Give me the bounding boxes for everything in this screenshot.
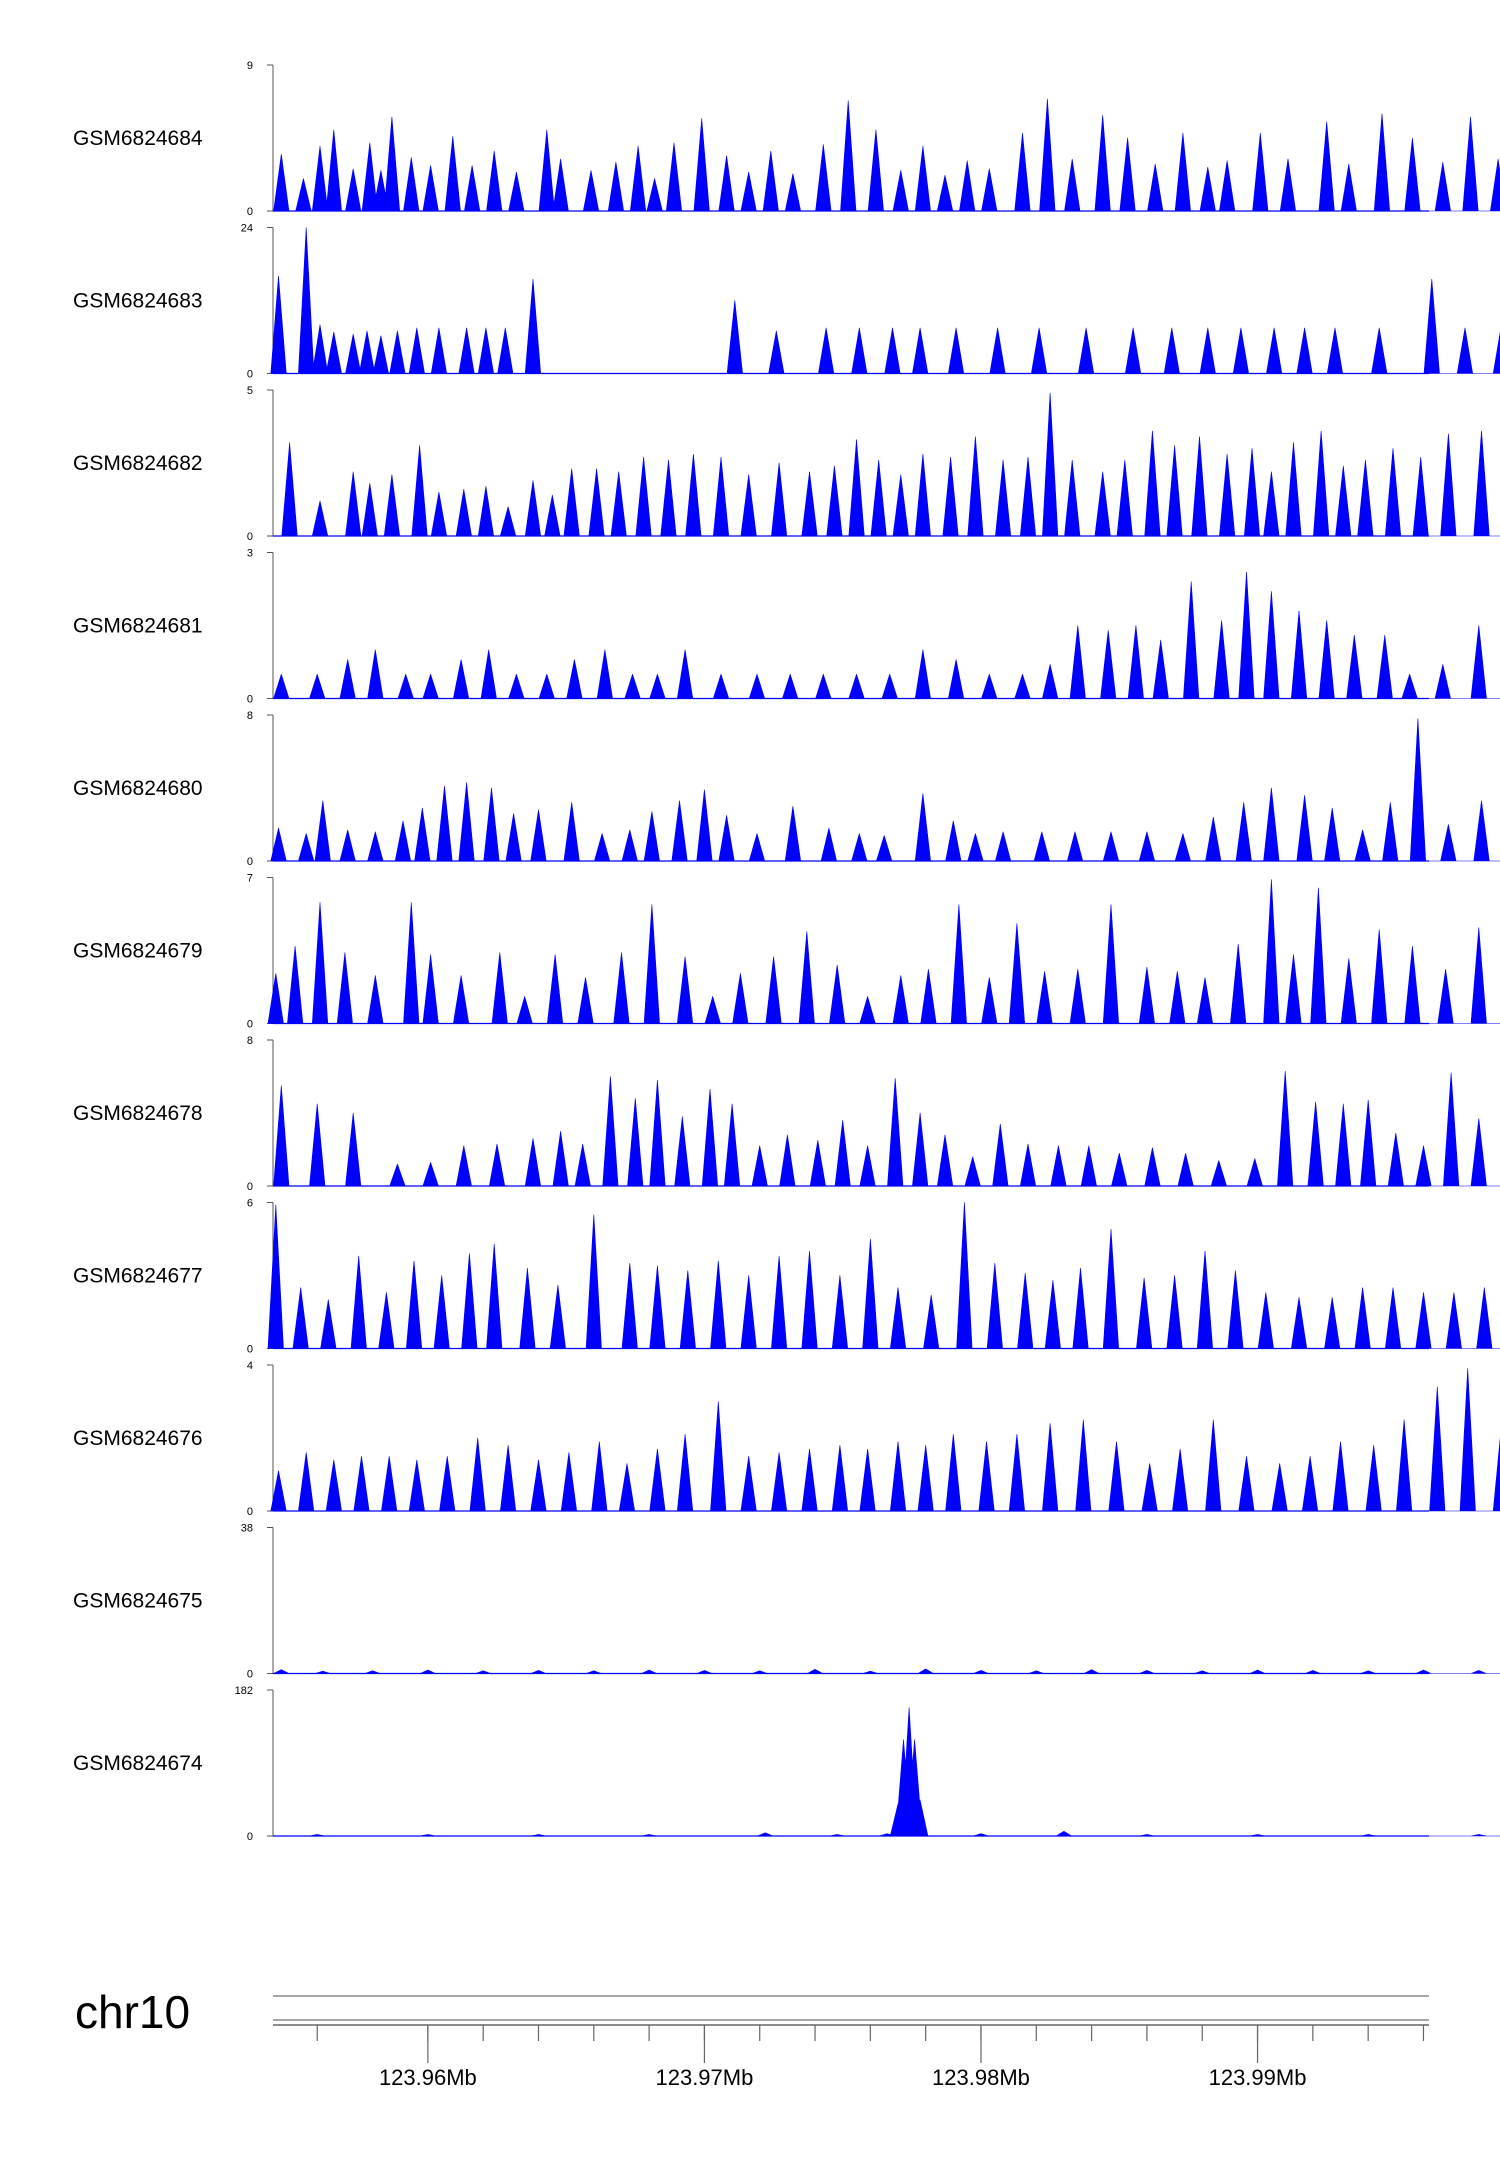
y-min-label: 0 (247, 856, 253, 868)
y-min-label: 0 (247, 694, 253, 706)
y-max-label: 4 (247, 1360, 253, 1372)
axis-tick-label: 123.96Mb (379, 2065, 477, 2090)
coverage-area (272, 392, 1500, 537)
y-max-label: 8 (247, 710, 253, 722)
coverage-area (267, 879, 1500, 1024)
track-layer: GSM682468490GSM6824683240GSM682468250GSM… (73, 60, 1500, 1843)
coverage-area (270, 1368, 1500, 1512)
y-min-label: 0 (247, 1506, 253, 1518)
coverage-area (272, 571, 1500, 699)
y-min-label: 0 (247, 1019, 253, 1031)
track-GSM6824678: GSM6824678 8 0 (73, 1035, 1500, 1193)
y-min-label: 0 (247, 1831, 253, 1843)
track-name-label: GSM6824675 (73, 1590, 203, 1613)
track-GSM6824684: GSM6824684 9 0 (73, 60, 1500, 218)
y-min-label: 0 (247, 1344, 253, 1356)
track-name-label: GSM6824682 (73, 452, 203, 475)
coverage-area (267, 1202, 1500, 1349)
coverage-area (272, 1070, 1500, 1187)
y-max-label: 182 (235, 1685, 253, 1697)
y-max-label: 3 (247, 548, 253, 560)
track-GSM6824682: GSM6824682 5 0 (73, 385, 1500, 543)
track-name-label: GSM6824676 (73, 1427, 203, 1450)
track-GSM6824679: GSM6824679 7 0 (73, 873, 1500, 1031)
y-max-label: 9 (247, 60, 253, 72)
y-max-label: 5 (247, 385, 253, 397)
coverage-area (272, 1668, 1500, 1674)
track-GSM6824680: GSM6824680 8 0 (73, 710, 1500, 868)
track-name-label: GSM6824677 (73, 1265, 203, 1288)
y-max-label: 38 (241, 1523, 253, 1535)
chromosome-label: chr10 (75, 1986, 190, 2038)
axis-tick-label: 123.97Mb (655, 2065, 753, 2090)
y-min-label: 0 (247, 369, 253, 381)
axis-tick-label: 123.98Mb (932, 2065, 1030, 2090)
y-min-label: 0 (247, 1669, 253, 1681)
y-max-label: 8 (247, 1035, 253, 1047)
y-min-label: 0 (247, 206, 253, 218)
track-name-label: GSM6824684 (73, 127, 203, 150)
track-name-label: GSM6824681 (73, 615, 203, 638)
track-GSM6824676: GSM6824676 4 0 (73, 1360, 1500, 1518)
track-GSM6824683: GSM6824683 24 0 (73, 223, 1500, 381)
track-name-label: GSM6824680 (73, 777, 203, 800)
track-name-label: GSM6824683 (73, 290, 203, 313)
track-name-label: GSM6824674 (73, 1752, 203, 1775)
axis-tick-label: 123.99Mb (1209, 2065, 1307, 2090)
y-min-label: 0 (247, 1181, 253, 1193)
track-GSM6824674: GSM6824674 182 0 (73, 1685, 1500, 1843)
coverage-area (270, 227, 1500, 374)
track-name-label: GSM6824679 (73, 940, 203, 963)
coverage-area (270, 718, 1500, 862)
y-max-label: 24 (241, 223, 253, 235)
track-GSM6824681: GSM6824681 3 0 (73, 548, 1500, 706)
coverage-area (272, 1707, 1500, 1837)
y-min-label: 0 (247, 531, 253, 543)
coverage-area (272, 98, 1500, 212)
genome-axis: chr10 123.96Mb 123.97Mb 123.98Mb 123.99Mb (75, 1986, 1429, 2090)
y-max-label: 6 (247, 1198, 253, 1210)
track-GSM6824677: GSM6824677 6 0 (73, 1198, 1500, 1356)
track-name-label: GSM6824678 (73, 1102, 203, 1125)
y-max-label: 7 (247, 873, 253, 885)
track-GSM6824675: GSM6824675 38 0 (73, 1523, 1500, 1681)
